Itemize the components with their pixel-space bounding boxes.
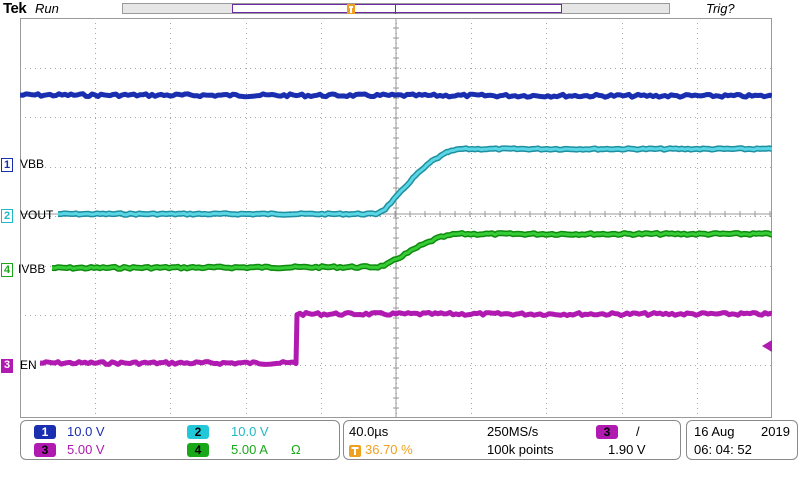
ch4-number: 4 <box>187 443 209 457</box>
ch4-scale: 5.00 A <box>231 442 268 457</box>
trigger-level-marker-icon[interactable] <box>762 340 772 352</box>
ch4-badge-number: 4 <box>3 264 11 276</box>
ch2-number: 2 <box>187 425 209 439</box>
ch4-waveform <box>51 230 772 272</box>
ch3-label: EN <box>20 358 37 372</box>
ch1-badge-number: 1 <box>3 159 11 171</box>
year: 2019 <box>761 424 790 439</box>
trigger-status: Trig? <box>706 1 735 16</box>
ch4-label: IVBB <box>18 262 46 276</box>
ch2-scale: 10.0 V <box>231 424 269 439</box>
trigger-source-number: 3 <box>596 425 618 439</box>
ch1-waveform <box>20 91 772 100</box>
trigger-position-percent: 36.70 % <box>365 442 413 457</box>
horizontal-trigger-readout[interactable]: 40.0µs 36.70 % 250MS/s 100k points 3 / 1… <box>343 420 681 460</box>
ch1-scale: 10.0 V <box>67 424 105 439</box>
ch2-badge-number: 2 <box>3 210 11 222</box>
waveform-graticule[interactable] <box>20 18 772 418</box>
ch1-number: 1 <box>34 425 56 439</box>
ch3-reference-badge[interactable]: 3 <box>1 359 13 373</box>
record-length: 100k points <box>487 442 554 457</box>
record-view-window[interactable] <box>232 4 562 13</box>
sample-rate: 250MS/s <box>487 424 539 439</box>
ch1-reference-badge[interactable]: 1 <box>1 158 13 172</box>
ch2-reference-badge[interactable]: 2 <box>1 209 13 223</box>
ch3-waveform <box>39 310 772 367</box>
time: 06: 04: 52 <box>694 442 752 457</box>
ch4-reference-badge[interactable]: 4 <box>1 263 13 277</box>
date-time-readout: 16 Aug 2019 06: 04: 52 <box>686 420 798 460</box>
ch2-waveform <box>57 145 772 218</box>
brand-logo: Tek <box>3 0 27 17</box>
ch3-badge-number: 3 <box>3 359 11 371</box>
status-bar: Tek Run Trig? <box>0 0 800 18</box>
trigger-position-icon <box>349 445 361 457</box>
ch2-label: VOUT <box>20 208 54 222</box>
readout-panel: 1 10.0 V 2 10.0 V 3 5.00 V 4 5.00 A Ω 40… <box>0 418 800 480</box>
ch4-coupling-ohm-icon: Ω <box>291 442 301 457</box>
ch3-number: 3 <box>34 443 56 457</box>
timebase-scale: 40.0µs <box>349 424 389 439</box>
ch1-label: VBB <box>20 157 45 171</box>
trigger-slope-rising-icon: / <box>636 424 640 439</box>
date: 16 Aug <box>694 424 735 439</box>
trigger-level: 1.90 V <box>608 442 646 457</box>
acquisition-status[interactable]: Run <box>35 1 59 16</box>
trigger-position-marker-icon <box>347 4 355 14</box>
ch3-scale: 5.00 V <box>67 442 105 457</box>
vertical-settings-readout[interactable]: 1 10.0 V 2 10.0 V 3 5.00 V 4 5.00 A Ω <box>20 420 340 460</box>
record-center-line <box>395 4 396 14</box>
